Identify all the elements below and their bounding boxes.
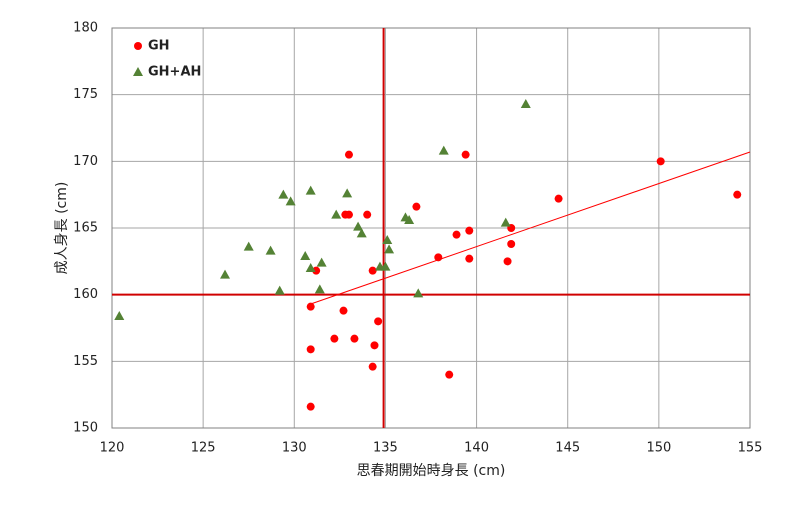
circle-marker [374, 317, 383, 326]
x-tick-label: 150 [646, 441, 671, 456]
triangle-marker [356, 228, 367, 238]
y-tick-label: 150 [73, 421, 98, 436]
triangle-marker [220, 269, 231, 279]
x-tick-label: 145 [555, 441, 580, 456]
circle-marker [412, 202, 421, 211]
y-tick-label: 165 [73, 221, 98, 236]
x-axis-label: 思春期開始時身長 (cm) [357, 463, 506, 479]
triangle-marker [342, 188, 353, 198]
circle-marker [503, 257, 512, 266]
circle-marker [306, 302, 315, 311]
circle-marker [656, 157, 665, 166]
triangle-marker [265, 245, 276, 255]
triangle-marker [243, 241, 254, 251]
y-tick-label: 170 [73, 154, 98, 169]
x-tick-label: 155 [738, 441, 763, 456]
circle-marker [344, 150, 353, 159]
circle-marker [312, 266, 321, 275]
triangle-marker [114, 311, 125, 320]
y-tick-label: 175 [73, 87, 98, 102]
y-axis-label: 成人身長 (cm) [54, 182, 70, 275]
legend-label: GH [148, 39, 170, 54]
circle-marker [330, 334, 339, 343]
x-tick-label: 125 [191, 441, 216, 456]
plot-border [111, 27, 751, 429]
y-tick-label: 180 [73, 21, 98, 36]
circle-marker [733, 190, 742, 199]
triangle-marker [278, 189, 289, 199]
circle-marker [461, 150, 470, 159]
triangle-marker [438, 145, 449, 155]
triangle-marker [285, 196, 296, 206]
circle-marker [370, 341, 379, 350]
circle-marker [363, 210, 372, 219]
triangle-marker [413, 288, 424, 298]
circle-marker [350, 334, 359, 343]
y-tick-label: 155 [73, 354, 98, 369]
triangle-marker [500, 217, 511, 227]
legend-marker [134, 42, 142, 50]
x-tick-label: 130 [282, 441, 307, 456]
triangle-marker [380, 261, 391, 271]
circle-marker [507, 240, 516, 248]
x-tick-label: 140 [464, 441, 489, 456]
triangle-marker [305, 263, 316, 272]
legend-label: GH+AH [148, 65, 201, 80]
triangle-marker [382, 235, 393, 244]
triangle-marker [274, 285, 285, 295]
circle-marker [465, 254, 474, 263]
triangle-marker [404, 215, 415, 224]
x-tick-label: 120 [100, 441, 125, 456]
circle-marker [452, 230, 461, 239]
circle-marker [306, 402, 315, 411]
circle-marker [465, 226, 474, 235]
triangle-marker [353, 221, 364, 231]
circle-marker [445, 370, 454, 379]
triangle-marker [384, 244, 395, 254]
circle-marker [339, 306, 348, 315]
x-tick-label: 135 [373, 441, 398, 456]
trendline [310, 151, 751, 305]
circle-marker [306, 345, 315, 354]
triangle-marker [316, 257, 327, 267]
triangle-marker [520, 99, 531, 108]
triangle-marker [331, 209, 342, 219]
circle-marker [368, 362, 377, 371]
legend-marker [133, 67, 143, 76]
y-tick-label: 160 [73, 287, 98, 302]
circle-marker [344, 210, 353, 219]
circle-marker [368, 266, 377, 275]
triangle-marker [300, 251, 311, 260]
triangle-marker [314, 284, 325, 294]
triangle-marker [305, 185, 316, 195]
circle-marker [554, 194, 563, 203]
circle-marker [434, 253, 443, 262]
